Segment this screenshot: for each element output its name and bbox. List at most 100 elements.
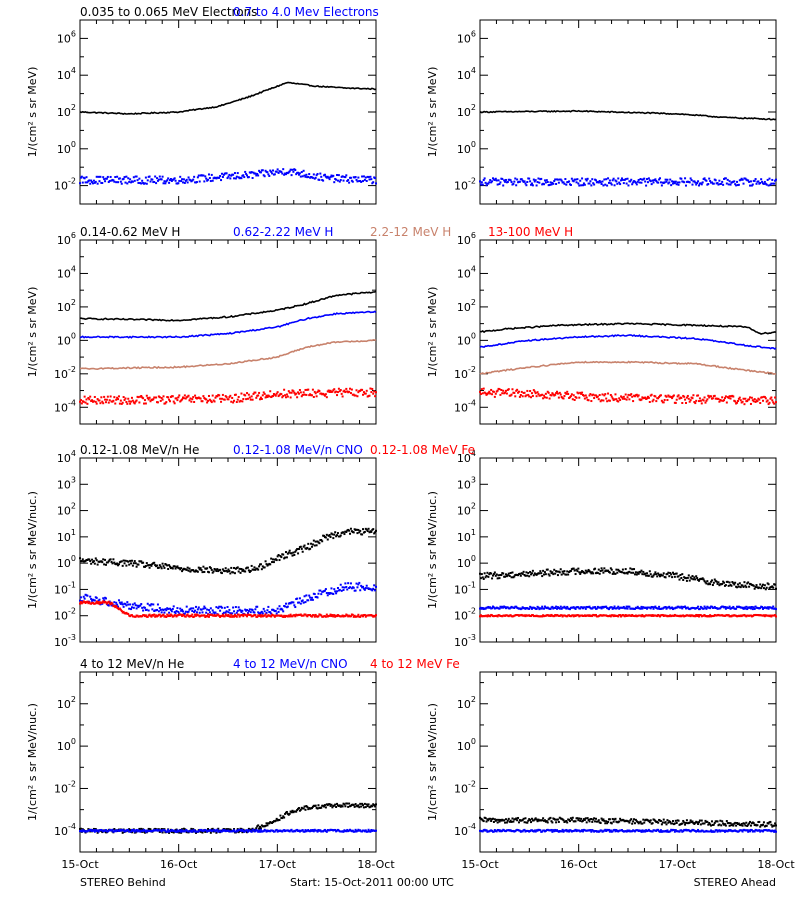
data-point	[244, 170, 247, 173]
data-point	[166, 564, 169, 567]
data-point	[616, 182, 619, 185]
data-point	[570, 177, 573, 180]
data-point	[226, 177, 229, 180]
data-point	[585, 396, 588, 399]
data-point	[209, 567, 212, 570]
data-point	[679, 573, 682, 576]
data-point	[91, 399, 94, 402]
data-point	[314, 392, 317, 395]
data-point	[98, 399, 101, 402]
data-point	[512, 182, 515, 185]
data-point	[315, 395, 318, 398]
data-point	[261, 565, 264, 568]
data-point	[504, 389, 507, 392]
data-point	[143, 182, 146, 185]
data-point	[329, 804, 332, 807]
data-point	[163, 566, 166, 569]
data-point	[345, 830, 348, 833]
data-point	[517, 821, 520, 824]
data-point	[310, 545, 313, 548]
data-point	[543, 183, 546, 186]
data-point	[725, 401, 728, 404]
data-point	[745, 605, 748, 608]
data-point	[772, 401, 775, 404]
data-point	[620, 177, 623, 180]
data-point	[94, 557, 97, 560]
data-point	[659, 177, 662, 180]
data-point	[262, 607, 265, 610]
data-point	[147, 564, 150, 567]
data-point	[130, 562, 133, 565]
data-point	[755, 584, 758, 587]
data-point	[101, 601, 104, 604]
data-point	[369, 805, 372, 808]
data-point	[479, 577, 482, 580]
data-point	[720, 824, 723, 827]
data-point	[543, 573, 546, 576]
data-point	[611, 397, 614, 400]
data-point	[646, 397, 649, 400]
data-point	[197, 174, 200, 177]
data-point	[220, 179, 223, 182]
y-tick-label: 100	[457, 737, 476, 753]
data-point	[239, 571, 242, 574]
data-point	[603, 178, 606, 181]
data-point	[627, 393, 630, 396]
data-point	[598, 394, 601, 397]
data-point	[747, 179, 750, 182]
data-point	[201, 831, 204, 834]
data-point	[697, 184, 700, 187]
data-point	[502, 572, 505, 575]
data-point	[629, 394, 632, 397]
data-point	[588, 394, 591, 397]
data-point	[88, 398, 91, 401]
data-point	[563, 570, 566, 573]
data-point	[635, 573, 638, 576]
data-point	[753, 587, 756, 590]
data-point	[341, 805, 344, 808]
data-point	[118, 177, 121, 180]
data-point	[344, 176, 347, 179]
data-point	[609, 615, 612, 618]
data-point	[365, 584, 368, 587]
data-point	[143, 402, 146, 405]
data-point	[770, 823, 773, 826]
data-point	[736, 583, 739, 586]
data-point	[288, 812, 291, 815]
data-point	[375, 585, 377, 588]
data-point	[310, 542, 313, 545]
data-point	[104, 563, 107, 566]
data-point	[637, 178, 640, 181]
data-point	[272, 558, 275, 561]
data-point	[723, 397, 726, 400]
data-point	[79, 400, 81, 403]
data-point	[674, 829, 677, 832]
data-point	[736, 400, 739, 403]
data-point	[697, 394, 700, 397]
data-point	[320, 806, 323, 809]
data-point	[710, 579, 713, 582]
data-point	[640, 830, 643, 833]
data-point	[247, 569, 250, 572]
data-point	[646, 178, 649, 181]
data-point	[687, 574, 690, 577]
data-point	[497, 574, 500, 577]
data-point	[180, 180, 183, 183]
data-point	[759, 583, 762, 586]
data-point	[269, 390, 272, 393]
data-point	[309, 596, 312, 599]
data-point	[494, 574, 497, 577]
data-point	[305, 393, 308, 396]
data-point	[735, 184, 738, 187]
data-point	[259, 614, 262, 617]
data-point	[218, 394, 221, 397]
data-point	[193, 401, 196, 404]
data-point	[347, 805, 350, 808]
data-point	[371, 182, 374, 185]
data-point	[697, 823, 700, 826]
data-point	[339, 805, 342, 808]
data-point	[610, 606, 613, 609]
data-point	[323, 393, 326, 396]
data-point	[177, 182, 180, 185]
data-point	[303, 544, 306, 547]
